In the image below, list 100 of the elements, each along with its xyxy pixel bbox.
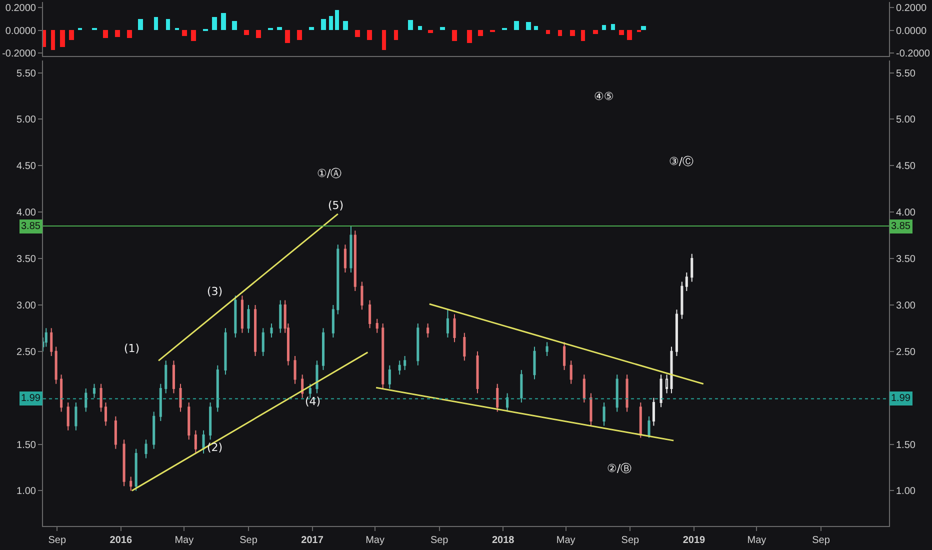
bar <box>335 10 339 30</box>
bar <box>103 30 108 38</box>
candlestick <box>262 328 264 357</box>
y2-tick-label: 3.50 <box>896 254 916 266</box>
x-tick-label: 2017 <box>301 535 324 546</box>
x-tick-label: May <box>556 535 576 546</box>
candlestick <box>114 416 117 450</box>
annotation: ②/Ⓑ <box>607 462 632 475</box>
bar <box>277 27 282 30</box>
candlestick <box>520 369 523 403</box>
bar <box>534 26 538 30</box>
candlestick <box>100 383 102 412</box>
candlestick <box>350 226 352 273</box>
bar <box>127 30 132 38</box>
candlestick <box>164 360 168 394</box>
bar <box>221 13 226 30</box>
y-tick-label: 4.50 <box>16 161 36 172</box>
candlestick <box>234 295 237 338</box>
candlestick <box>563 342 566 370</box>
candlestick <box>660 374 662 408</box>
y2-tick-label: 3.00 <box>896 300 916 312</box>
candlestick <box>453 314 456 343</box>
bar <box>51 30 55 50</box>
candlestick <box>92 383 96 398</box>
candlestick <box>202 430 205 454</box>
candlestick <box>209 402 212 440</box>
candlestick <box>194 430 197 454</box>
candlestick <box>322 328 325 370</box>
candlestick <box>152 411 156 450</box>
candlestick <box>122 439 126 487</box>
candlestick <box>344 244 346 273</box>
bar <box>467 30 472 43</box>
candlestick <box>224 328 227 376</box>
candlestick <box>50 328 53 357</box>
bar <box>115 30 120 37</box>
bar <box>418 26 422 30</box>
y-tick-label: 5.00 <box>16 114 36 126</box>
y2-tick-label: 2.50 <box>896 346 916 358</box>
y-tick-label: 1.00 <box>16 486 36 498</box>
x-tick-label: Sep <box>240 535 258 546</box>
x-tick-label: 2018 <box>492 535 515 546</box>
candlestick <box>316 360 318 394</box>
y-tick-label: 2.50 <box>16 346 36 358</box>
candlestick <box>60 374 63 412</box>
candlestick <box>360 281 364 310</box>
bar <box>394 30 398 40</box>
candlestick <box>130 476 132 492</box>
bar <box>182 30 187 36</box>
candlestick <box>376 318 378 334</box>
x-tick-label: 2016 <box>110 535 132 546</box>
x-tick-label: May <box>747 535 766 546</box>
candlestick <box>270 323 273 338</box>
annotation: (5) <box>328 199 344 212</box>
candlestick <box>416 323 420 366</box>
ref-line-label: 1.99 <box>891 393 911 404</box>
candlestick <box>247 304 250 334</box>
bar <box>570 30 575 36</box>
y-tick-label: 4.00 <box>16 208 36 219</box>
candlestick <box>404 356 406 370</box>
bar <box>138 19 143 30</box>
candlestick <box>382 323 384 390</box>
y2-tick-label: 4.00 <box>896 208 916 219</box>
y-tick-label: 1.50 <box>16 440 36 451</box>
x-tick-label: 2019 <box>682 535 706 546</box>
y-tick-label: 3.00 <box>16 300 36 312</box>
candlestick <box>533 346 536 380</box>
bar <box>69 30 74 40</box>
bar <box>526 22 531 30</box>
bar <box>309 27 314 30</box>
annotation: (1) <box>124 342 140 355</box>
y2-tick-label: 1.00 <box>896 486 916 498</box>
candlestick <box>648 416 650 438</box>
candlestick <box>159 383 162 422</box>
annotation: (3) <box>207 285 223 298</box>
text: 1.99 <box>21 393 40 404</box>
candlestick <box>354 230 356 292</box>
candlestick <box>496 383 499 412</box>
bar <box>329 16 333 30</box>
bar <box>593 30 598 34</box>
bar <box>546 30 550 34</box>
candlestick <box>240 295 244 334</box>
candlestick <box>144 439 148 459</box>
bar <box>558 30 562 36</box>
candlestick <box>368 300 372 329</box>
candlestick <box>336 244 340 315</box>
candlestick <box>446 309 449 338</box>
annotation: (4) <box>305 395 321 408</box>
candlestick <box>602 402 606 426</box>
candlestick <box>652 397 655 426</box>
candlestick <box>216 364 219 412</box>
candlestick <box>426 323 430 338</box>
x-tick-label: Sep <box>430 535 449 546</box>
candlestick <box>84 388 88 412</box>
candlestick <box>254 304 257 357</box>
bar <box>212 17 217 30</box>
y2-tick-label: 0.0000 <box>896 26 928 37</box>
bar <box>244 30 249 35</box>
candlestick <box>388 364 391 390</box>
x-tick-label: May <box>366 535 384 546</box>
candlestick <box>670 346 673 394</box>
